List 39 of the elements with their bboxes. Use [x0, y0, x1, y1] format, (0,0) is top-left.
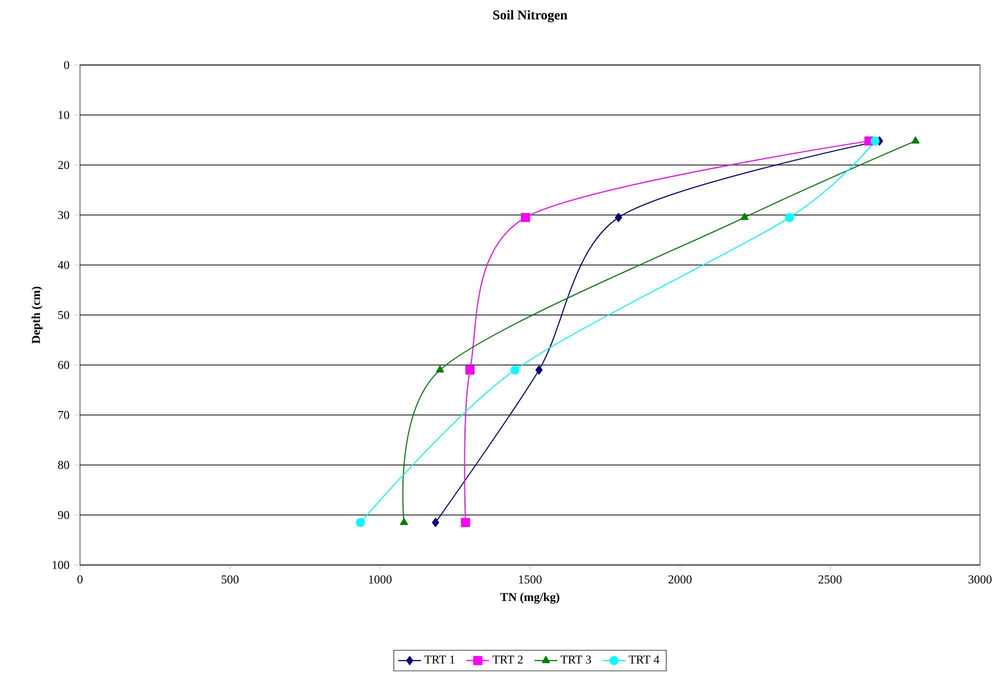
point — [510, 365, 520, 375]
x-tick-label: 0 — [77, 575, 83, 584]
legend-label: TRT 3 — [560, 656, 591, 664]
y-tick-label: 60 — [58, 360, 70, 370]
x-tick-label: 2500 — [818, 575, 842, 584]
y-tick-label: 50 — [58, 310, 70, 320]
legend-label: TRT 2 — [492, 656, 523, 664]
x-tick-label: 1500 — [519, 575, 542, 584]
point — [465, 365, 475, 375]
y-tick-label: 0 — [64, 60, 70, 70]
point — [460, 518, 470, 528]
x-tick-label: 1000 — [369, 575, 392, 584]
legend-label: TRT 1 — [424, 656, 455, 664]
y-tick-label: 40 — [58, 260, 70, 270]
point — [784, 212, 794, 222]
x-tick-label: 3000 — [968, 575, 992, 584]
y-tick-label: 80 — [58, 460, 70, 470]
point — [535, 365, 543, 375]
x-tick-label: 2000 — [668, 575, 692, 584]
y-tick-label: 20 — [58, 160, 70, 170]
legend-label: TRT 4 — [628, 656, 660, 664]
y-tick-label: 10 — [58, 110, 70, 120]
point — [400, 518, 408, 526]
y-tick-label: 70 — [58, 410, 70, 420]
y-tick-label: 90 — [58, 510, 70, 520]
point — [912, 136, 920, 144]
point — [520, 212, 530, 222]
y-tick-label: 30 — [58, 210, 70, 220]
point — [356, 518, 366, 528]
point — [436, 365, 444, 373]
point — [614, 212, 622, 222]
y-tick-label: 100 — [52, 560, 70, 570]
point — [432, 518, 440, 528]
x-axis-title: TN (mg/kg) — [500, 592, 560, 604]
y-axis-title: Depth (cm) — [32, 286, 42, 344]
chart-title: Soil Nitrogen — [493, 10, 568, 22]
point — [870, 136, 880, 146]
x-tick-label: 500 — [222, 575, 239, 584]
point — [740, 212, 748, 220]
